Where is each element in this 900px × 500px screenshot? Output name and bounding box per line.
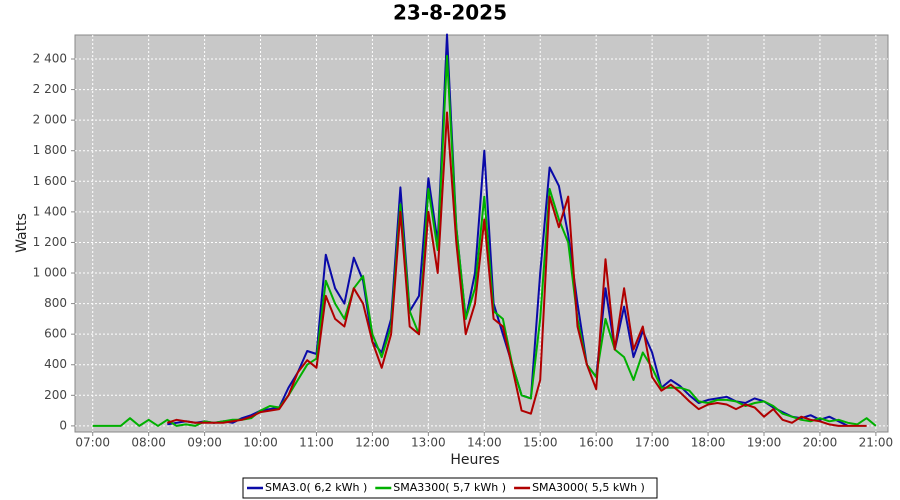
- y-tick-label: 800: [44, 296, 67, 310]
- x-tick-label: 13:00: [411, 436, 446, 450]
- x-tick-label: 09:00: [187, 436, 222, 450]
- series-line: [92, 54, 877, 427]
- y-tick-label: 2 400: [33, 52, 67, 66]
- y-tick-label: 400: [44, 357, 67, 371]
- x-tick-label: 11:00: [299, 436, 334, 450]
- y-tick-label: 200: [44, 388, 67, 402]
- x-tick-label: 17:00: [635, 436, 670, 450]
- y-tick-label: 0: [59, 418, 67, 432]
- x-tick-label: 15:00: [523, 436, 558, 450]
- x-tick-label: 07:00: [75, 436, 110, 450]
- y-tick-label: 1 600: [33, 174, 67, 188]
- x-tick-label: 21:00: [859, 436, 894, 450]
- legend-label: SMA3.0( 6,2 kWh ): [265, 481, 367, 494]
- x-tick-label: 20:00: [803, 436, 838, 450]
- y-tick-label: 1 200: [33, 235, 67, 249]
- y-axis-label: Watts: [14, 213, 30, 253]
- x-tick-label: 10:00: [243, 436, 278, 450]
- legend-label: SMA3300( 5,7 kWh ): [393, 481, 506, 494]
- x-axis-label: Heures: [450, 452, 499, 468]
- x-tick-label: 12:00: [355, 436, 390, 450]
- legend-box: [242, 477, 658, 499]
- x-tick-label: 19:00: [747, 436, 782, 450]
- y-tick-label: 2 200: [33, 82, 67, 96]
- y-tick-label: 1 800: [33, 143, 67, 157]
- y-tick-label: 1 000: [33, 266, 67, 280]
- x-tick-label: 18:00: [691, 436, 726, 450]
- y-tick-label: 2 000: [33, 113, 67, 127]
- x-tick-label: 08:00: [131, 436, 166, 450]
- series-line: [166, 111, 867, 427]
- chart-title: 23-8-2025: [393, 1, 507, 25]
- y-tick-label: 1 400: [33, 204, 67, 218]
- legend-label: SMA3000( 5,5 kWh ): [532, 481, 645, 494]
- x-tick-label: 16:00: [579, 436, 614, 450]
- y-tick-label: 600: [44, 327, 67, 341]
- x-tick-label: 14:00: [467, 436, 502, 450]
